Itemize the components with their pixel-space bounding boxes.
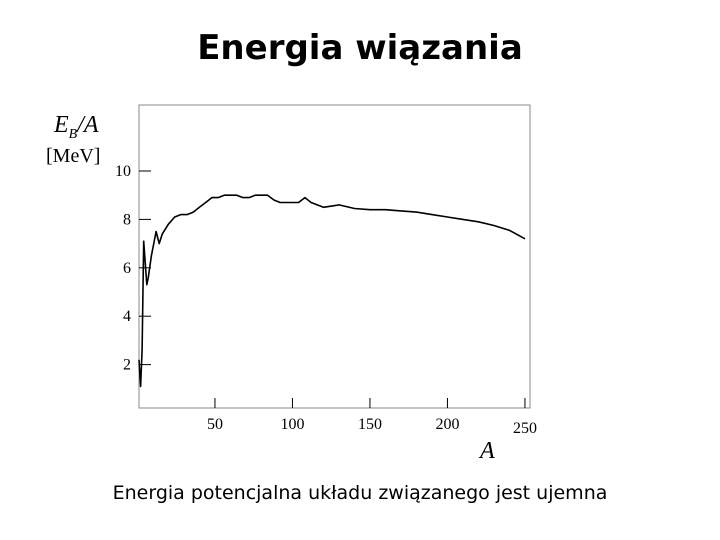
- y-axis-label: EB/A: [54, 112, 99, 143]
- x-tick-label: 250: [513, 420, 537, 437]
- y-axis-unit: [MeV]: [46, 145, 101, 167]
- plot-frame: [138, 104, 531, 409]
- x-tick-label: 50: [207, 416, 223, 433]
- caption-text: Energia potencjalna układu związanego je…: [112, 482, 608, 504]
- chart-title: Energia wiązania: [197, 28, 523, 68]
- binding-energy-curve: [138, 194, 526, 388]
- y-axis-label-rest: /A: [77, 112, 99, 138]
- y-tick-label: 2: [123, 357, 131, 374]
- x-tick-label: 100: [280, 416, 304, 433]
- x-axis-label: A: [480, 438, 495, 464]
- y-axis-label-main: E: [54, 112, 69, 138]
- x-ticks: 50 100 150 200 250: [207, 398, 537, 437]
- x-tick-label: 150: [358, 416, 382, 433]
- y-tick-label: 8: [123, 211, 131, 228]
- y-tick-label: 10: [115, 163, 131, 180]
- y-tick-label: 4: [123, 308, 131, 325]
- x-tick-label: 200: [435, 416, 459, 433]
- y-axis-label-subscript: B: [68, 126, 78, 142]
- y-tick-label: 6: [123, 260, 131, 277]
